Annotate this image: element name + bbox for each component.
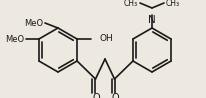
Text: N: N	[148, 15, 156, 25]
Text: CH₃: CH₃	[124, 0, 138, 8]
Text: MeO: MeO	[5, 34, 24, 44]
Text: CH₃: CH₃	[166, 0, 180, 8]
Text: O: O	[93, 93, 100, 98]
Text: MeO: MeO	[24, 19, 43, 28]
Text: OH: OH	[99, 34, 113, 44]
Text: O: O	[112, 93, 119, 98]
